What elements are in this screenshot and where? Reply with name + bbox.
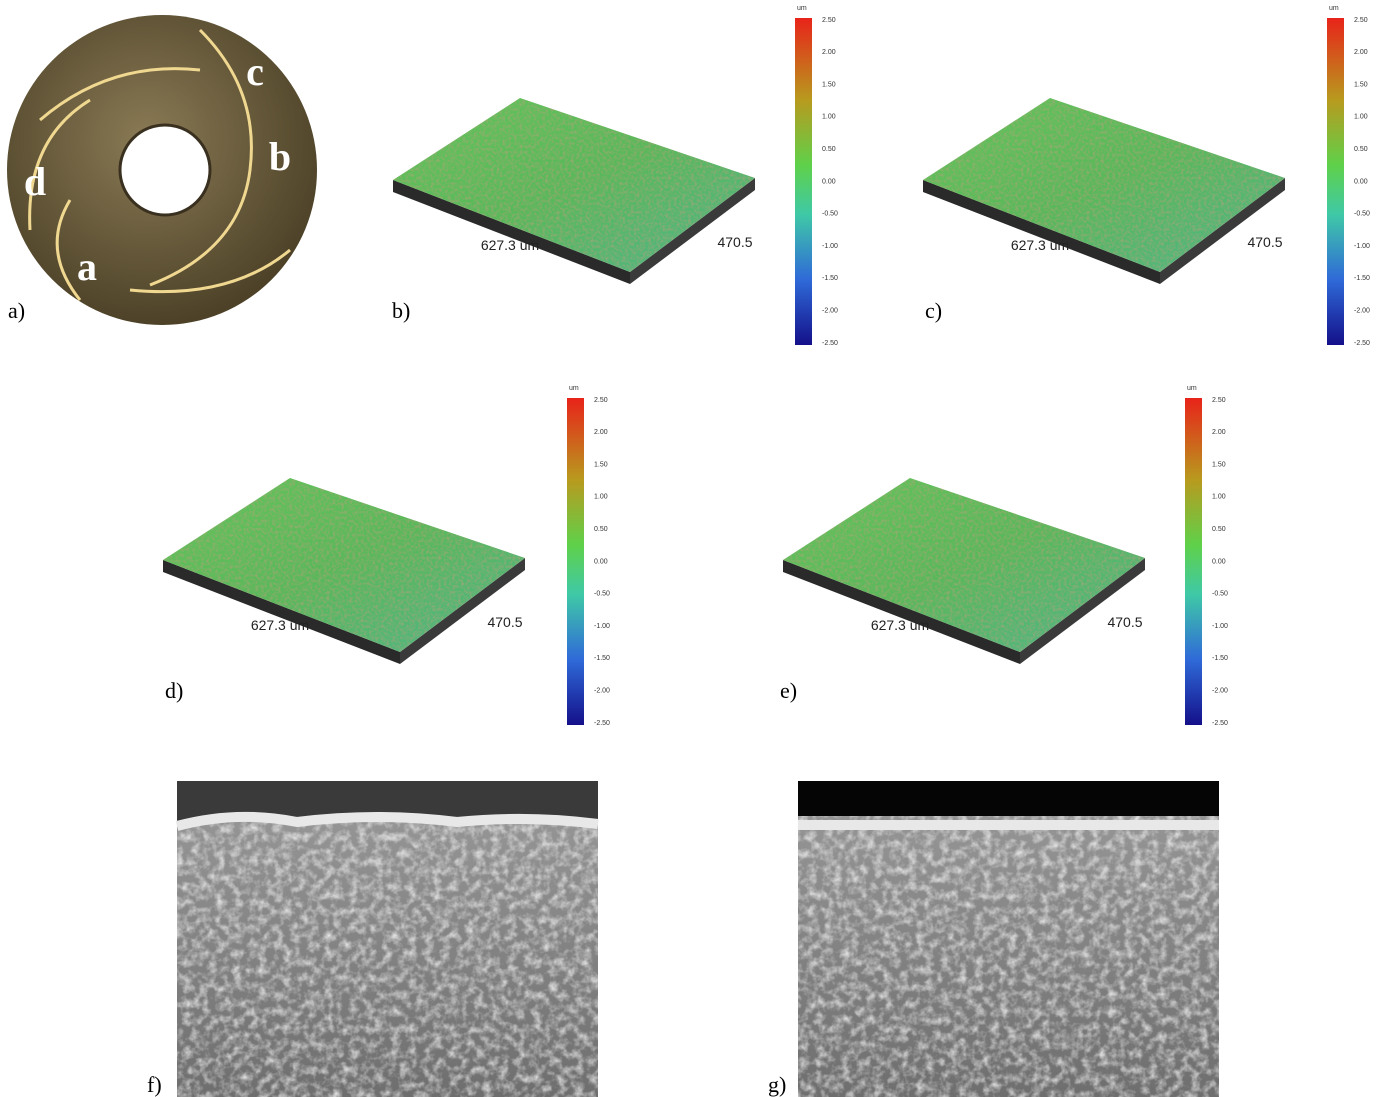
- y-dimension: 470.5: [717, 234, 752, 250]
- colorbar-tick-label: 1.00: [1212, 494, 1226, 501]
- colorbar-tick-label: 1.00: [1354, 114, 1368, 121]
- colorbar-unit: um: [797, 5, 807, 12]
- colorbar-tick-label: -1.50: [1212, 655, 1228, 662]
- panel-label: c): [925, 298, 942, 323]
- colorbar: [567, 398, 584, 725]
- colorbar-tick-label: 1.50: [594, 461, 608, 468]
- colorbar-tick-label: 2.50: [1354, 17, 1368, 24]
- colorbar-tick-label: -2.00: [594, 688, 610, 695]
- disk-label: d: [24, 159, 46, 204]
- colorbar: [795, 18, 812, 345]
- colorbar-unit: um: [1187, 385, 1197, 392]
- colorbar-tick-label: 1.00: [822, 114, 836, 121]
- sem-background: [798, 781, 1219, 816]
- colorbar: [1185, 398, 1202, 725]
- colorbar-tick-label: -2.50: [1354, 340, 1370, 347]
- surface-panel: 627.3 um 470.5: [163, 478, 525, 664]
- colorbar-tick-label: -1.50: [822, 275, 838, 282]
- y-dimension: 470.5: [1247, 234, 1282, 250]
- disk-label: a: [77, 244, 97, 289]
- sem-texture: [177, 781, 598, 1097]
- x-dimension: 627.3 um: [1011, 237, 1069, 253]
- x-dimension: 627.3 um: [871, 617, 929, 633]
- surface-panel: 627.3 um 470.5: [923, 98, 1285, 284]
- colorbar-tick-label: 1.50: [1354, 81, 1368, 88]
- x-dimension: 627.3 um: [481, 237, 539, 253]
- disk-hole: [120, 125, 210, 215]
- colorbar-tick-label: -2.50: [822, 340, 838, 347]
- colorbar-tick-label: -1.00: [822, 243, 838, 250]
- colorbar-tick-label: 0.00: [594, 558, 608, 565]
- surface-texture: [393, 98, 755, 272]
- surface-panel: 627.3 um 470.5: [783, 478, 1145, 664]
- colorbar-tick-label: 2.00: [1354, 49, 1368, 56]
- colorbar-tick-label: -2.50: [594, 720, 610, 727]
- colorbar-tick-label: -1.50: [1354, 275, 1370, 282]
- panel-label: a): [8, 298, 25, 323]
- colorbar-unit: um: [1329, 5, 1339, 12]
- y-dimension: 470.5: [487, 614, 522, 630]
- colorbar-tick-label: 0.00: [1212, 558, 1226, 565]
- colorbar-tick-label: 2.50: [1212, 397, 1226, 404]
- colorbar-tick-label: 0.00: [822, 178, 836, 185]
- colorbar-tick-label: -2.00: [1354, 308, 1370, 315]
- colorbar-tick-label: 0.50: [1212, 526, 1226, 533]
- figure: cb da a) 627.3 um 470.5 b) um 2.50 2.00 1.50 1.00 0…: [0, 0, 1391, 1097]
- colorbar-tick-label: 0.50: [822, 146, 836, 153]
- colorbar-tick-label: 1.50: [822, 81, 836, 88]
- colorbar-tick-label: 2.50: [822, 17, 836, 24]
- colorbar-tick-label: 2.00: [822, 49, 836, 56]
- colorbar-tick-label: 2.50: [594, 397, 608, 404]
- colorbar-tick-label: 2.00: [1212, 429, 1226, 436]
- panel-label: e): [780, 678, 797, 703]
- colorbar-tick-label: 0.00: [1354, 178, 1368, 185]
- colorbar-tick-label: -1.50: [594, 655, 610, 662]
- colorbar-tick-label: 0.50: [1354, 146, 1368, 153]
- panel-label: b): [392, 298, 410, 323]
- surface-texture: [783, 478, 1145, 652]
- colorbar-tick-label: -0.50: [594, 591, 610, 598]
- panel-label: g): [768, 1072, 786, 1097]
- surface-panel: 627.3 um 470.5: [393, 98, 755, 284]
- panel-label: f): [147, 1072, 162, 1097]
- colorbar: [1327, 18, 1344, 345]
- colorbar-tick-label: -0.50: [1212, 591, 1228, 598]
- colorbar-tick-label: 1.00: [594, 494, 608, 501]
- colorbar-tick-label: 2.00: [594, 429, 608, 436]
- disk-label: b: [269, 134, 291, 179]
- y-dimension: 470.5: [1107, 614, 1142, 630]
- colorbar-tick-label: -2.00: [822, 308, 838, 315]
- colorbar-tick-label: -1.00: [594, 623, 610, 630]
- x-dimension: 627.3 um: [251, 617, 309, 633]
- colorbar-tick-label: -1.00: [1212, 623, 1228, 630]
- panel-label: d): [165, 678, 183, 703]
- colorbar-unit: um: [569, 385, 579, 392]
- colorbar-tick-label: 0.50: [594, 526, 608, 533]
- colorbar-tick-label: -2.00: [1212, 688, 1228, 695]
- disk-label: c: [246, 49, 264, 94]
- colorbar-tick-label: -0.50: [822, 211, 838, 218]
- surface-texture: [923, 98, 1285, 272]
- surface-texture: [163, 478, 525, 652]
- colorbar-tick-label: -1.00: [1354, 243, 1370, 250]
- colorbar-tick-label: 1.50: [1212, 461, 1226, 468]
- colorbar-tick-label: -0.50: [1354, 211, 1370, 218]
- colorbar-tick-label: -2.50: [1212, 720, 1228, 727]
